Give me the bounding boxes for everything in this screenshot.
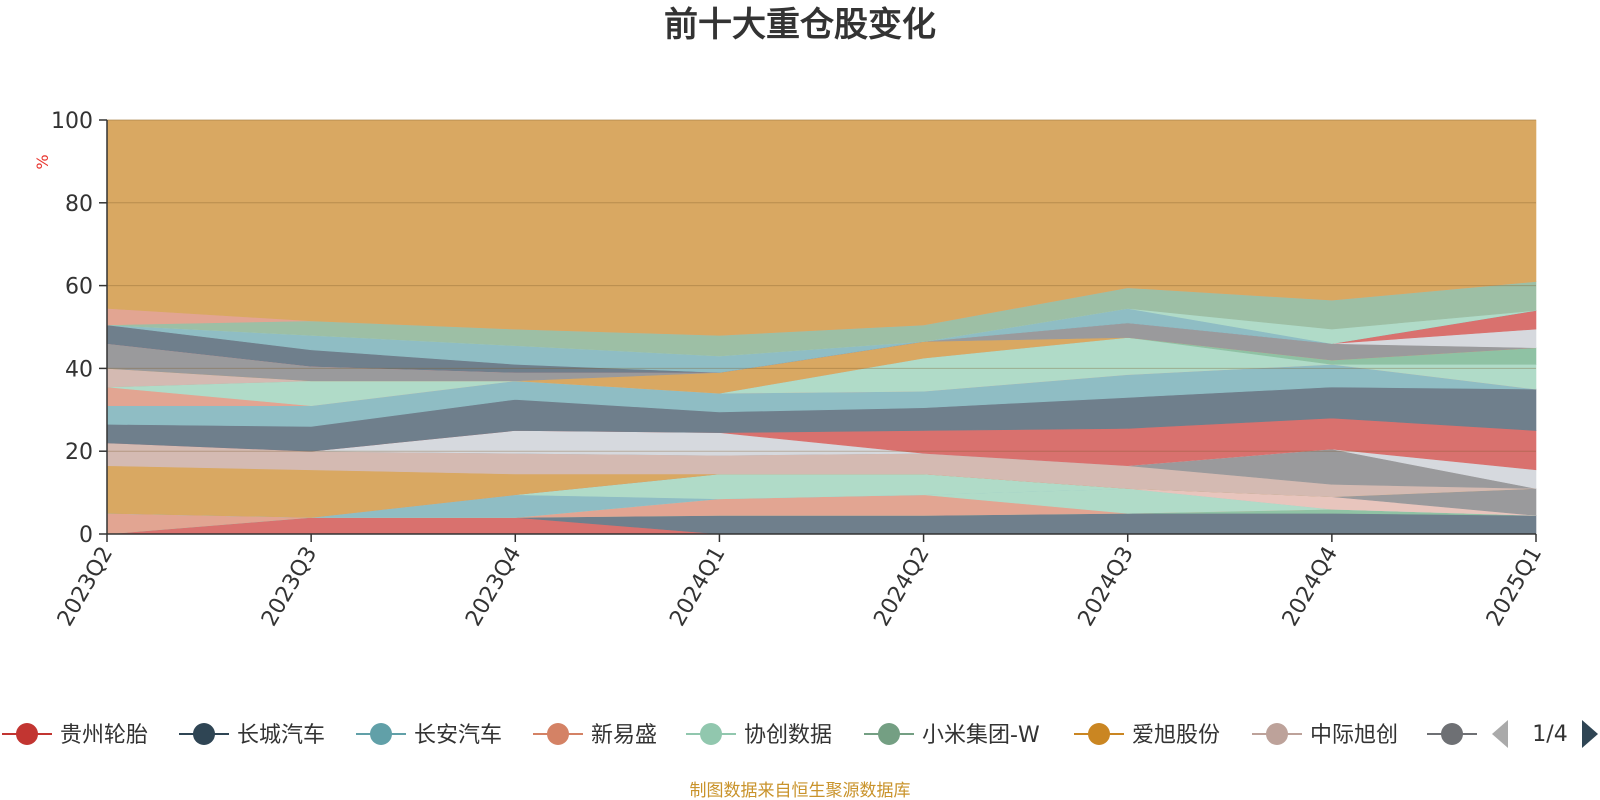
x-tick-label: 2023Q2 [53,543,118,631]
legend-label: 小米集团-W [922,723,1040,748]
x-tick-label: 2024Q1 [665,543,730,631]
x-tick-label: 2024Q2 [869,543,934,631]
legend-label: 长城汽车 [237,723,325,748]
legend-marker-icon [370,723,392,745]
y-tick-label: 40 [65,357,93,382]
legend-marker-icon [547,723,569,745]
stacked-area-layers [106,119,1537,535]
legend-label: 爱旭股份 [1132,723,1220,748]
y-tick-label: 100 [51,109,93,134]
legend-item[interactable]: 爱旭股份 [1074,723,1220,748]
grid-lines [107,119,1536,452]
y-tick-label: 60 [65,275,93,300]
data-source-note: 制图数据来自恒生聚源数据库 [690,781,911,800]
x-tick-label: 2024Q3 [1074,543,1139,631]
y-tick-label: 0 [79,523,93,548]
y-tick-label: 80 [65,192,93,217]
legend-label: 长安汽车 [414,723,502,748]
legend-marker-icon [16,723,38,745]
legend-item[interactable]: 长城汽车 [179,723,325,748]
x-tick-label: 2025Q1 [1482,543,1547,631]
legend-item[interactable]: 小米集团-W [864,723,1040,748]
legend-marker-icon [193,723,215,745]
legend-item[interactable]: 协创数据 [686,723,832,748]
x-tick-label: 2023Q3 [257,543,322,631]
legend-marker-icon [1266,723,1288,745]
legend-item[interactable]: 中际旭创 [1252,723,1398,748]
legend-label: 协创数据 [744,723,832,748]
legend-label: 贵州轮胎 [60,723,148,748]
chart-title: 前十大重仓股变化 [664,5,936,45]
legend-marker-icon [878,723,900,745]
legend-marker-icon [1088,723,1110,745]
legend-marker-icon [1441,723,1463,745]
legend-label: 中际旭创 [1310,723,1398,748]
legend-label: 新易盛 [591,723,657,748]
y-axis-unit: % [33,154,52,169]
legend-next-page-icon[interactable] [1582,720,1598,748]
legend-item[interactable] [1427,723,1477,745]
legend-prev-page-icon[interactable] [1492,720,1508,748]
legend-item[interactable]: 长安汽车 [356,723,502,748]
legend-pager: 1/4 [1492,720,1598,748]
legend-item[interactable]: 新易盛 [533,723,657,748]
y-tick-label: 20 [65,440,93,465]
x-tick-label: 2023Q4 [461,543,526,631]
x-tick-label: 2024Q4 [1278,543,1343,631]
area-layer-30 [106,119,1537,336]
legend-marker-icon [700,723,722,745]
legend-page-indicator: 1/4 [1532,722,1567,747]
legend-item[interactable]: 贵州轮胎 [2,723,148,748]
legend: 贵州轮胎 长城汽车 长安汽车 新易盛 协创数据 小米集团-W 爱旭股份 中际旭创 [2,723,1477,748]
